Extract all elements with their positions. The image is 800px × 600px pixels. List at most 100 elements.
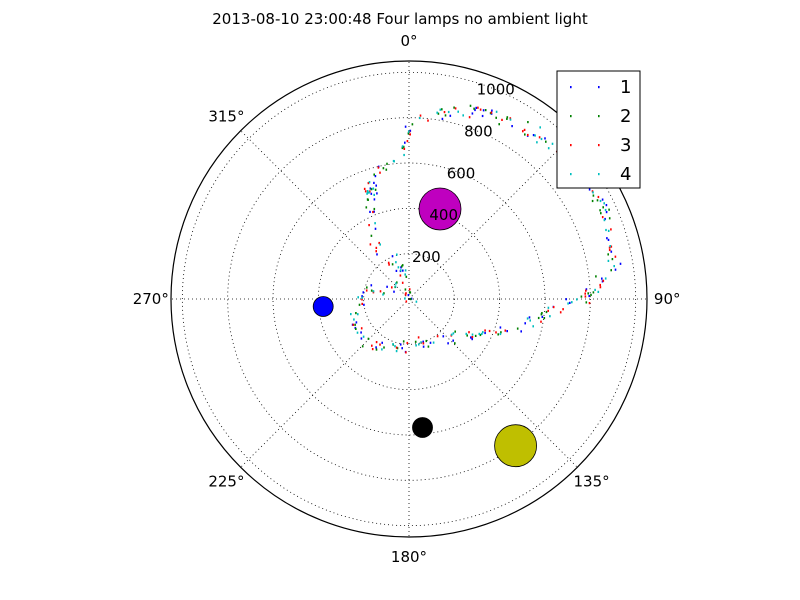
magenta-lamp [418, 187, 462, 231]
data-point [567, 302, 569, 305]
data-point [370, 234, 373, 237]
data-point [522, 130, 524, 133]
legend-marker-3 [570, 144, 572, 147]
data-point [536, 141, 538, 144]
data-point [520, 330, 522, 333]
data-point [427, 119, 429, 122]
data-point [444, 114, 447, 117]
data-point [374, 227, 377, 230]
data-point [482, 331, 484, 334]
data-point [375, 348, 378, 351]
data-point [409, 291, 412, 294]
data-point [395, 350, 398, 353]
black-lamp [412, 417, 433, 438]
data-point [540, 320, 542, 323]
data-point [610, 245, 613, 248]
data-point [442, 335, 445, 338]
angle-label-90: 90° [654, 290, 681, 308]
legend-marker-2 [570, 115, 572, 118]
legend-frame [556, 70, 641, 189]
data-point [591, 199, 594, 203]
data-point [375, 346, 377, 349]
data-point [595, 275, 597, 278]
data-point [528, 316, 531, 319]
angle-label-225: 225° [208, 473, 244, 491]
series-4 [350, 108, 615, 353]
data-point [604, 277, 607, 280]
data-point [396, 347, 399, 350]
data-point [397, 266, 400, 269]
data-point [402, 145, 405, 148]
data-point [375, 246, 378, 249]
data-point [415, 300, 418, 303]
data-point [450, 333, 453, 336]
data-point [379, 290, 382, 293]
data-point [544, 137, 546, 140]
data-point [479, 333, 482, 337]
data-point [453, 106, 455, 109]
data-point [360, 331, 362, 334]
data-point [482, 109, 485, 112]
data-point [365, 206, 368, 209]
data-point [371, 344, 373, 347]
data-point [481, 332, 483, 335]
data-point [436, 111, 438, 114]
data-point [501, 118, 503, 121]
data-point [484, 329, 486, 332]
data-point [386, 162, 388, 165]
data-point [588, 188, 591, 191]
data-point [607, 259, 610, 262]
data-point [490, 111, 493, 114]
data-point [599, 283, 601, 287]
data-point [562, 308, 564, 311]
data-point [614, 268, 617, 271]
data-point [404, 269, 407, 272]
legend-marker-1 [598, 86, 600, 89]
data-point [373, 173, 375, 176]
data-point [478, 332, 481, 335]
chart-title: 2013-08-10 23:00:48 Four lamps no ambien… [212, 10, 588, 28]
data-point [603, 202, 605, 205]
data-point [361, 296, 363, 299]
data-point [594, 288, 596, 291]
data-point [474, 108, 476, 112]
data-point [409, 129, 412, 132]
data-point [381, 341, 383, 344]
data-point [587, 292, 589, 295]
data-point [469, 104, 472, 107]
data-point [388, 263, 390, 266]
data-point [524, 133, 526, 136]
data-point [374, 222, 376, 225]
legend: 1 2 3 4 [556, 70, 641, 189]
data-point [610, 228, 612, 231]
data-point [506, 117, 508, 120]
data-point [484, 331, 486, 335]
data-point [372, 187, 375, 190]
data-point [605, 228, 607, 232]
data-point [402, 269, 404, 272]
data-point [362, 335, 365, 338]
data-point [602, 206, 604, 209]
data-point [364, 190, 367, 193]
yellow-lamp [494, 424, 537, 468]
radial-label-400: 400 [429, 206, 458, 224]
data-point [540, 313, 543, 316]
data-point [447, 110, 450, 114]
data-point [497, 333, 499, 336]
data-point [471, 112, 474, 115]
data-point [417, 336, 420, 339]
data-point [373, 210, 375, 213]
data-point [539, 126, 541, 129]
data-point [399, 343, 402, 346]
data-point [601, 277, 603, 280]
data-point [422, 340, 424, 343]
data-point [404, 273, 406, 276]
data-point [405, 351, 407, 354]
data-point [375, 341, 378, 344]
data-point [500, 331, 502, 334]
data-point [368, 181, 371, 184]
lamp-markers [312, 187, 537, 468]
data-point [601, 216, 604, 219]
data-point [538, 136, 541, 139]
data-point [366, 192, 368, 195]
